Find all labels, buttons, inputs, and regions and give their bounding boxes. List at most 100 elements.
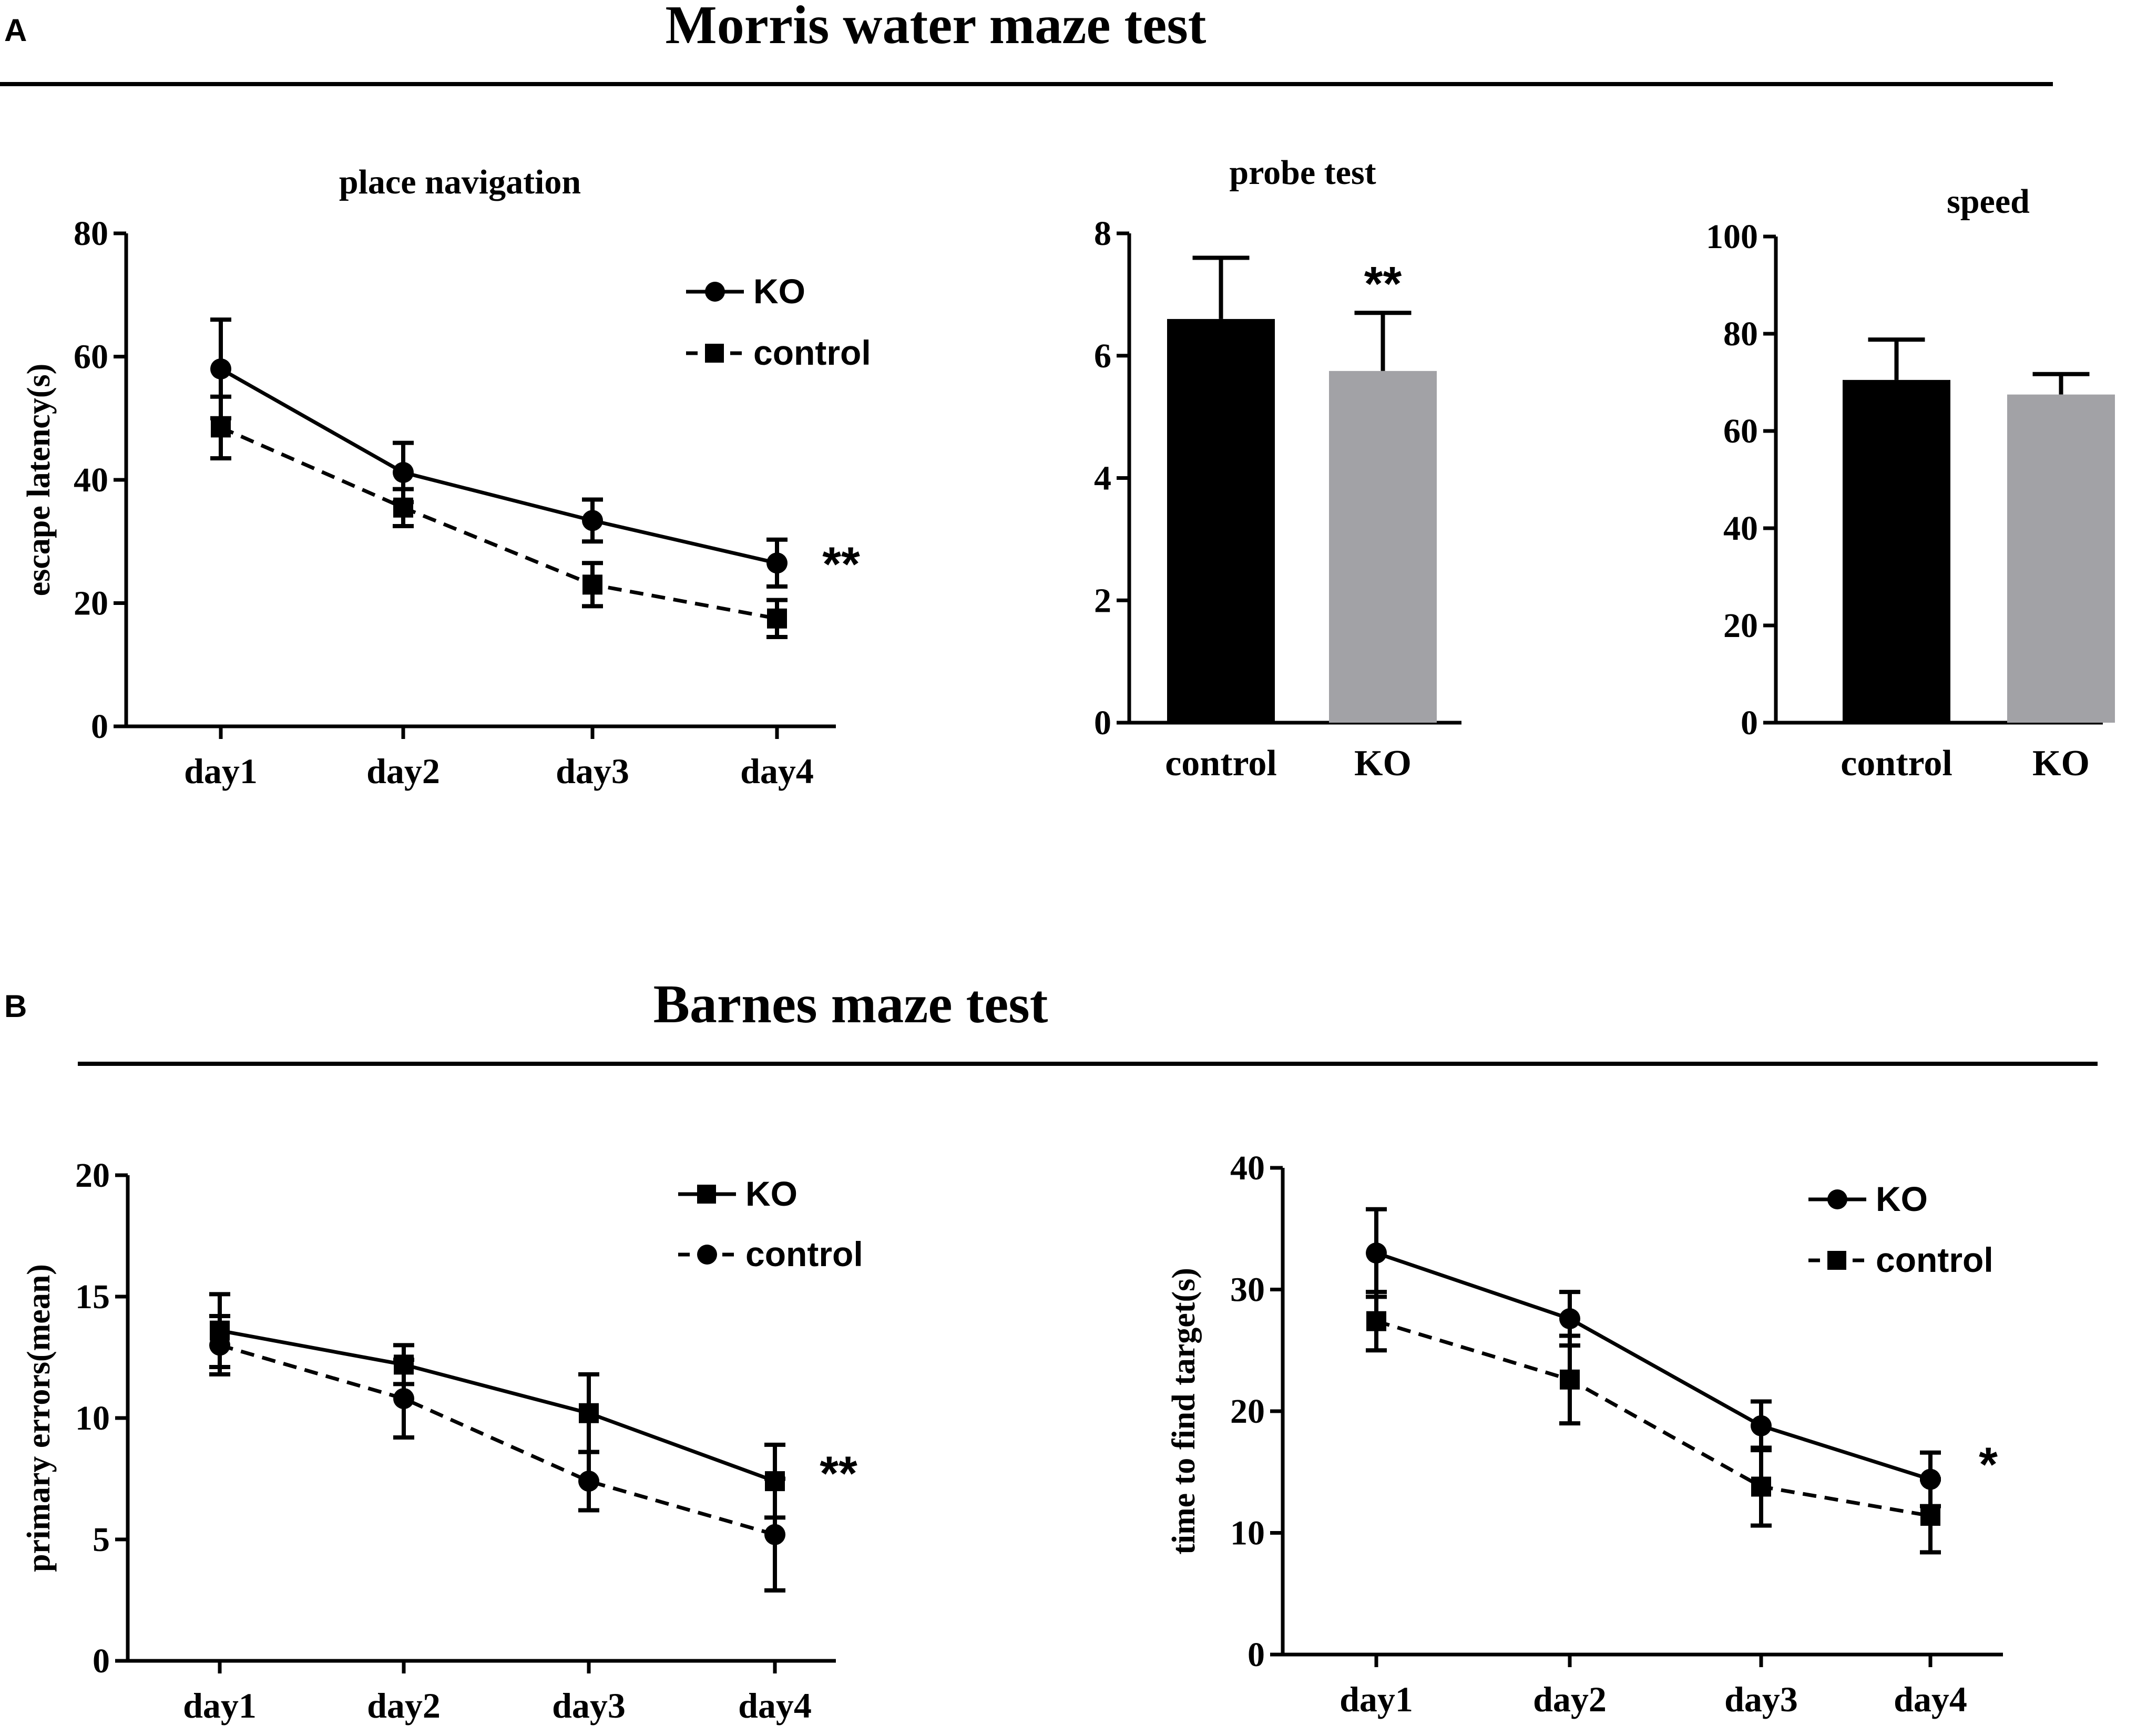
primary_errors-xtick-label: day1 <box>183 1686 257 1725</box>
primary_errors-ytick-label: 15 <box>75 1278 110 1316</box>
probe_test-title: probe test <box>1229 153 1376 192</box>
place_navigation-point-control <box>582 574 602 595</box>
primary_errors-xtick-label: day2 <box>367 1686 441 1725</box>
primary_errors-xtick-label: day4 <box>738 1686 812 1725</box>
speed-title: speed <box>1947 182 2030 221</box>
primary_errors-ytick-label: 5 <box>93 1521 110 1559</box>
primary_errors-legend-label-KO: KO <box>745 1174 798 1213</box>
primary_errors-xtick-label: day3 <box>552 1686 626 1725</box>
place_navigation-ytick-label: 0 <box>91 707 108 746</box>
speed-xtick-label: control <box>1841 743 1952 784</box>
panel-a-label: A <box>4 13 27 48</box>
place_navigation-series-line-control <box>220 426 778 621</box>
probe_test-significance: ** <box>1364 257 1402 311</box>
place_navigation-xtick-label: day2 <box>366 751 440 791</box>
place_navigation-point-control <box>393 497 413 518</box>
probe_test-xtick-label: control <box>1165 743 1277 784</box>
primary_errors-ylabel: primary errors(mean) <box>21 1264 57 1572</box>
time_to_target-ylabel: time to find target(s) <box>1166 1268 1202 1555</box>
primary_errors-series-line-KO <box>219 1329 776 1483</box>
probe_test-ytick-label: 4 <box>1094 459 1111 498</box>
primary_errors-point-control <box>393 1388 414 1410</box>
speed-ytick-label: 0 <box>1741 704 1758 742</box>
speed-xtick-label: KO <box>2032 743 2090 784</box>
time_to_target-ytick-label: 20 <box>1230 1392 1265 1431</box>
time_to_target-legend-marker-control <box>1827 1251 1846 1270</box>
time_to_target-series-line-KO <box>1375 1251 1931 1481</box>
time_to_target-legend-label-control: control <box>1876 1240 1993 1279</box>
place_navigation-point-KO <box>582 510 603 531</box>
time_to_target-point-KO <box>1751 1415 1772 1436</box>
time_to_target-xtick-label: day3 <box>1724 1679 1798 1719</box>
primary_errors-point-control <box>209 1334 230 1356</box>
time_to_target-legend-label-KO: KO <box>1876 1179 1928 1218</box>
place_navigation-ytick-label: 80 <box>74 214 108 253</box>
place_navigation-point-KO <box>210 358 231 379</box>
primary_errors-legend-marker-control <box>697 1245 717 1265</box>
speed-bar-control <box>1843 379 1950 723</box>
time_to_target-point-KO <box>1559 1308 1580 1330</box>
probe_test-ytick-label: 8 <box>1094 214 1111 253</box>
primary_errors-point-control <box>764 1524 785 1545</box>
time_to_target-point-control <box>1920 1506 1940 1526</box>
primary_errors-series-line-control <box>219 1343 775 1537</box>
probe_test-ytick-label: 0 <box>1094 704 1111 742</box>
speed-ytick-label: 20 <box>1723 607 1758 645</box>
time_to_target-point-KO <box>1366 1242 1387 1264</box>
panel-a-title: Morris water maze test <box>666 0 1207 55</box>
primary_errors-point-KO <box>579 1403 599 1423</box>
time_to_target-xtick-label: day2 <box>1533 1679 1607 1719</box>
place_navigation-xtick-label: day3 <box>556 751 629 791</box>
primary_errors-significance: ** <box>820 1447 857 1501</box>
place_navigation-point-control <box>211 417 231 438</box>
time_to_target-ytick-label: 0 <box>1248 1636 1265 1674</box>
place_navigation-point-control <box>767 608 787 629</box>
primary_errors-legend-label-control: control <box>745 1235 863 1273</box>
primary_errors-point-control <box>578 1471 599 1492</box>
time_to_target-legend-marker-KO <box>1827 1189 1847 1209</box>
primary_errors-legend-marker-KO <box>697 1185 716 1204</box>
place_navigation-xtick-label: day4 <box>740 751 814 791</box>
place_navigation-point-KO <box>393 461 414 483</box>
place_navigation-legend-label-KO: KO <box>753 272 805 311</box>
time_to_target-series-line-control <box>1375 1319 1931 1518</box>
place_navigation-ytick-label: 20 <box>74 584 108 623</box>
time_to_target-significance: * <box>1979 1438 1998 1492</box>
time_to_target-ytick-label: 10 <box>1230 1514 1265 1553</box>
place_navigation-ytick-label: 60 <box>74 338 108 376</box>
primary_errors-ytick-label: 10 <box>75 1399 110 1437</box>
probe_test-bar-control <box>1167 319 1275 723</box>
probe_test-ytick-label: 2 <box>1094 581 1111 620</box>
probe_test-bar-KO <box>1329 371 1437 723</box>
probe_test-ytick-label: 6 <box>1094 337 1111 375</box>
place_navigation-legend-marker-control <box>705 344 724 363</box>
place_navigation-point-KO <box>766 552 788 574</box>
time_to_target-ytick-label: 40 <box>1230 1149 1265 1187</box>
time_to_target-point-control <box>1560 1369 1580 1390</box>
place_navigation-legend-label-control: control <box>753 333 871 372</box>
time_to_target-xtick-label: day4 <box>1894 1679 1967 1719</box>
primary_errors-ytick-label: 20 <box>75 1156 110 1195</box>
speed-ytick-label: 40 <box>1723 509 1758 548</box>
time_to_target-ytick-label: 30 <box>1230 1271 1265 1309</box>
panel-b-title: Barnes maze test <box>653 974 1048 1034</box>
speed-ytick-label: 60 <box>1723 412 1758 450</box>
place_navigation-legend-marker-KO <box>705 282 725 302</box>
place_navigation-significance: ** <box>822 538 860 591</box>
speed-ytick-label: 80 <box>1723 315 1758 353</box>
time_to_target-point-control <box>1751 1476 1771 1497</box>
place_navigation-title: place navigation <box>339 163 581 201</box>
time_to_target-point-control <box>1366 1311 1386 1331</box>
place_navigation-series-line-KO <box>220 367 778 565</box>
panel-b-label: B <box>4 989 27 1024</box>
speed-bar-KO <box>2007 394 2115 723</box>
primary_errors-ytick-label: 0 <box>93 1642 110 1680</box>
time_to_target-xtick-label: day1 <box>1340 1679 1413 1719</box>
speed-ytick-label: 100 <box>1706 218 1758 256</box>
probe_test-xtick-label: KO <box>1354 743 1412 784</box>
place_navigation-ylabel: escape latency(s) <box>21 364 57 596</box>
place_navigation-xtick-label: day1 <box>184 751 258 791</box>
place_navigation-ytick-label: 40 <box>74 461 108 499</box>
